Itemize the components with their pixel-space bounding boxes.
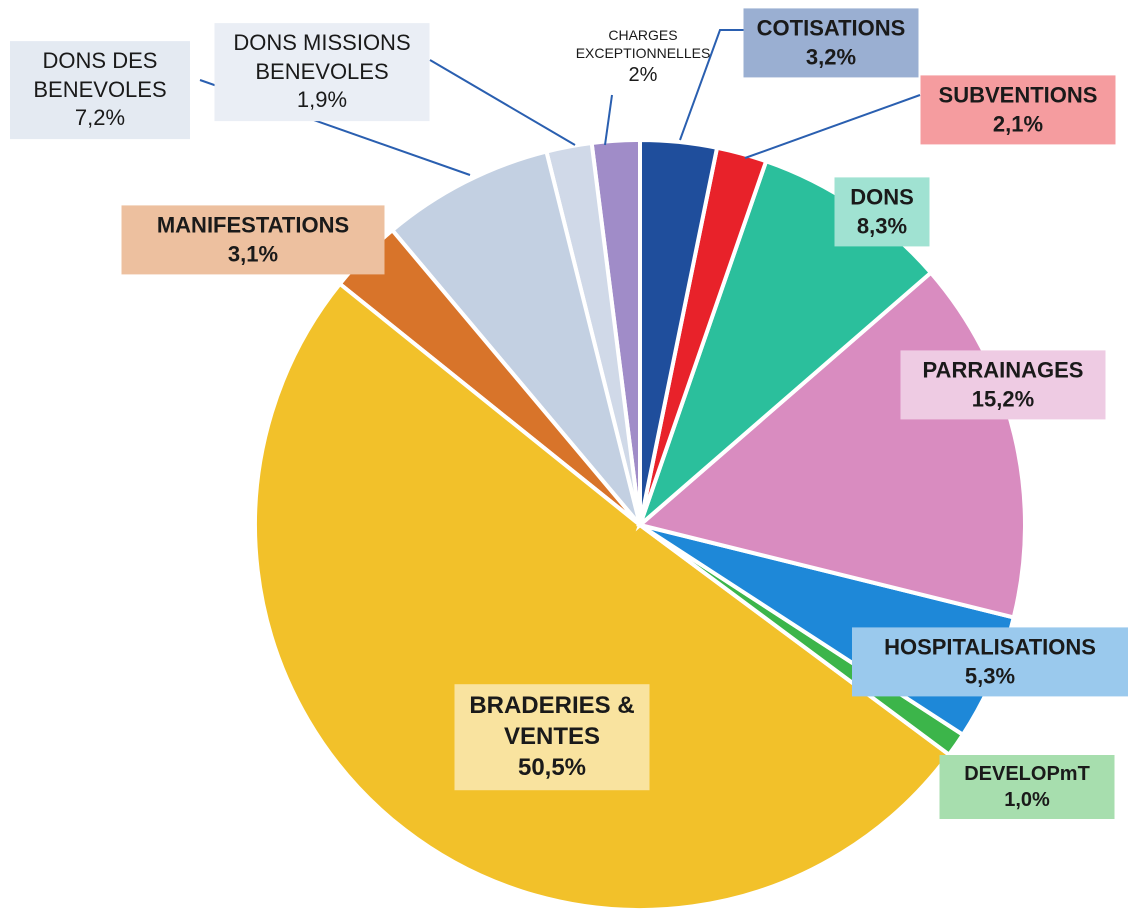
value-label: 8,3% [856,213,908,238]
data-label: COTISATIONS 3,2% [743,8,919,78]
category-label: DONS MISSIONS BENEVOLES [233,30,411,84]
value-label: 3,2% [805,44,857,69]
data-label: DONS MISSIONS BENEVOLES 1,9% [214,23,430,121]
data-label: CHARGES EXCEPTIONNELLES 2% [563,20,723,94]
leader-line [679,29,745,141]
pie-slice [389,149,642,527]
value-label: 7,2% [74,105,126,131]
category-label: CHARGES EXCEPTIONNELLES [575,26,711,61]
pie-slice [253,281,952,912]
pie-slice [638,137,720,526]
value-label: 3,1% [227,241,279,266]
data-label: DONS DES BENEVOLES 7,2% [10,41,190,139]
value-label: 15,2% [971,386,1035,411]
data-label: MANIFESTATIONS 3,1% [121,205,385,275]
category-label: PARRAINAGES [922,357,1084,383]
category-label: DEVELOPmT [964,763,1090,785]
value-label: 2% [628,64,658,87]
data-label: BRADERIES & VENTES 50,5% [454,684,650,790]
value-label: 1,9% [296,87,348,113]
category-label: BRADERIES & VENTES [469,692,635,751]
leader-line [604,94,613,146]
category-label: DONS DES BENEVOLES [33,48,167,102]
category-label: COTISATIONS [756,15,906,41]
leader-line [429,59,576,146]
value-label: 1,0% [1004,789,1050,811]
data-label: DEVELOPmT 1,0% [939,755,1115,819]
value-label: 50,5% [517,754,587,782]
category-label: MANIFESTATIONS [156,212,350,238]
category-label: DONS [850,184,914,210]
value-label: 5,3% [964,663,1016,688]
value-label: 2,1% [992,111,1044,136]
data-label: SUBVENTIONS 2,1% [920,75,1116,145]
data-label: DONS 8,3% [834,177,930,247]
data-label: HOSPITALISATIONS 5,3% [852,627,1128,697]
category-label: HOSPITALISATIONS [884,634,1096,660]
leader-line [744,94,921,159]
category-label: SUBVENTIONS [938,82,1098,108]
data-label: PARRAINAGES 15,2% [900,350,1106,420]
